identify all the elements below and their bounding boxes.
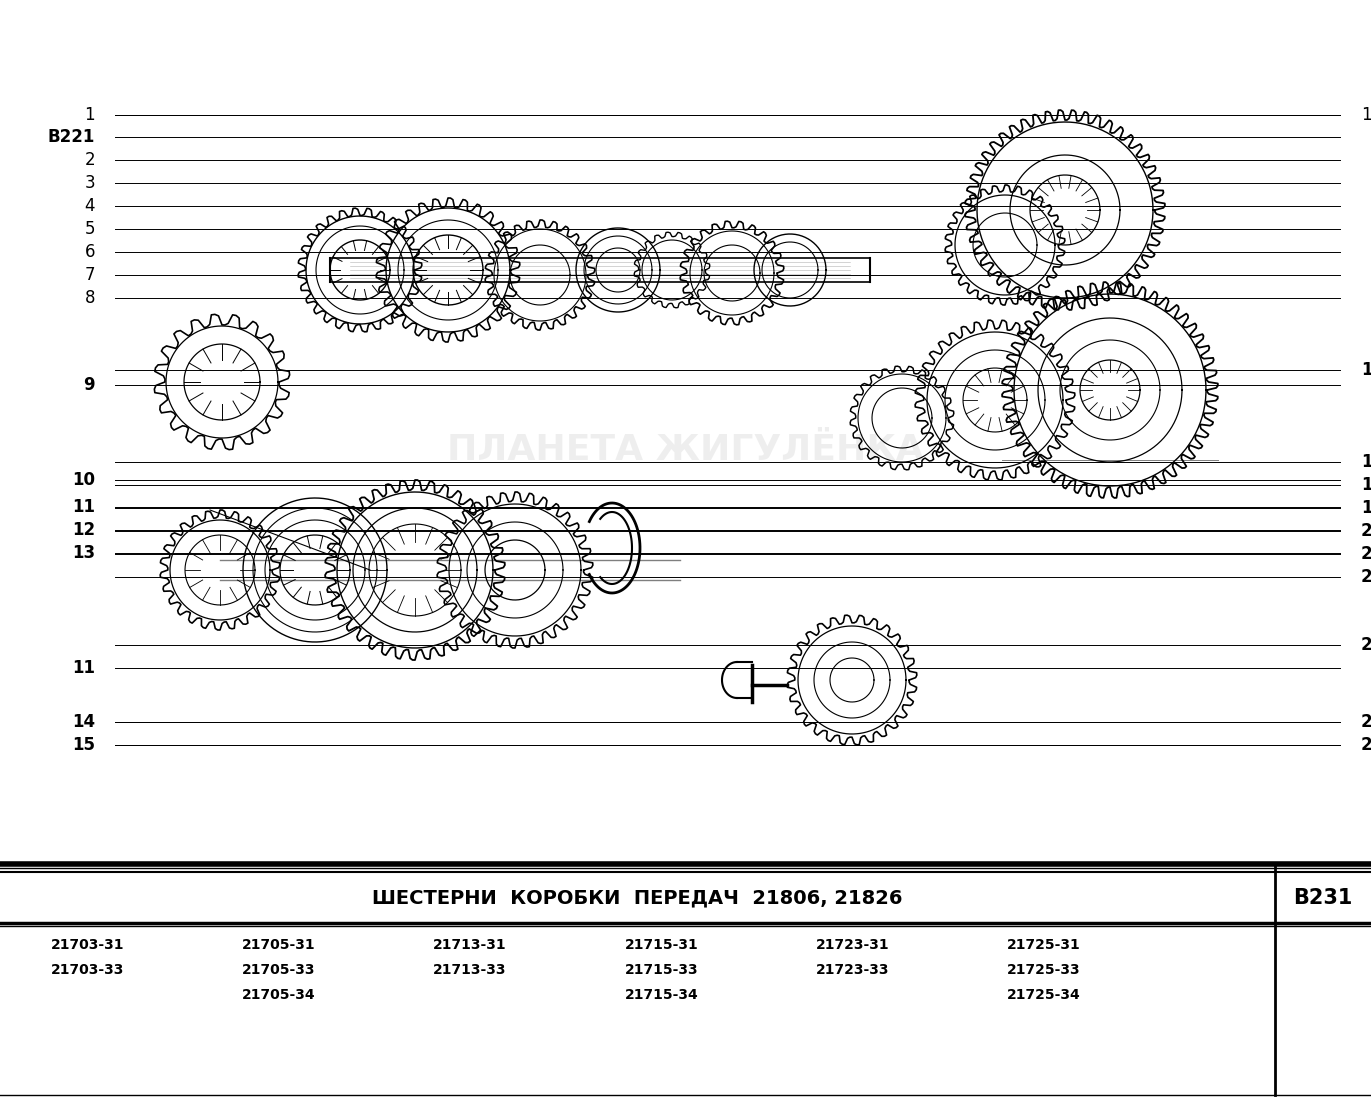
Text: 21715-33: 21715-33: [624, 963, 698, 977]
Text: 21715-31: 21715-31: [624, 939, 698, 952]
Text: 19: 19: [1361, 476, 1371, 494]
Text: 21715-34: 21715-34: [624, 987, 698, 1002]
Text: 18: 18: [1361, 499, 1371, 517]
Text: 10: 10: [73, 471, 95, 489]
Text: 7: 7: [85, 266, 95, 284]
Text: 21725-31: 21725-31: [1006, 939, 1080, 952]
Text: 21703-33: 21703-33: [51, 963, 123, 977]
Text: 21: 21: [1361, 545, 1371, 563]
Text: 6: 6: [85, 244, 95, 261]
Text: ШЕСТЕРНИ  КОРОБКИ  ПЕРЕДАЧ  21806, 21826: ШЕСТЕРНИ КОРОБКИ ПЕРЕДАЧ 21806, 21826: [373, 888, 902, 907]
Text: 11: 11: [73, 498, 95, 516]
Text: 21705-31: 21705-31: [241, 939, 315, 952]
Text: 21705-34: 21705-34: [241, 987, 315, 1002]
Text: 22: 22: [1361, 568, 1371, 586]
Text: 14: 14: [71, 713, 95, 731]
Text: 21725-34: 21725-34: [1006, 987, 1080, 1002]
Text: 21703-31: 21703-31: [51, 939, 125, 952]
Text: 16: 16: [1361, 106, 1371, 125]
Text: 21713-33: 21713-33: [433, 963, 507, 977]
Text: 20: 20: [1361, 522, 1371, 540]
Text: 13: 13: [71, 544, 95, 562]
Text: 21723-33: 21723-33: [816, 963, 890, 977]
Text: 1: 1: [85, 106, 95, 125]
Text: 18: 18: [1361, 453, 1371, 471]
Text: 17: 17: [1361, 361, 1371, 379]
Text: 3: 3: [85, 173, 95, 192]
Text: 2: 2: [85, 151, 95, 169]
Text: 4: 4: [85, 197, 95, 215]
Text: 21713-31: 21713-31: [433, 939, 507, 952]
Text: 24: 24: [1361, 713, 1371, 731]
Text: 23: 23: [1361, 636, 1371, 654]
Text: ПЛАНЕТА ЖИГУЛЁНКА: ПЛАНЕТА ЖИГУЛЁНКА: [447, 433, 924, 467]
Text: B231: B231: [1293, 888, 1353, 909]
Text: 9: 9: [84, 376, 95, 394]
Text: 25: 25: [1361, 736, 1371, 754]
Text: 12: 12: [71, 522, 95, 539]
Text: 11: 11: [73, 659, 95, 677]
Text: 5: 5: [85, 220, 95, 238]
Text: 8: 8: [85, 289, 95, 307]
Text: 21725-33: 21725-33: [1006, 963, 1080, 977]
Text: В221: В221: [48, 128, 95, 146]
Text: 21723-31: 21723-31: [816, 939, 890, 952]
Text: 15: 15: [73, 736, 95, 754]
Text: 21705-33: 21705-33: [241, 963, 315, 977]
